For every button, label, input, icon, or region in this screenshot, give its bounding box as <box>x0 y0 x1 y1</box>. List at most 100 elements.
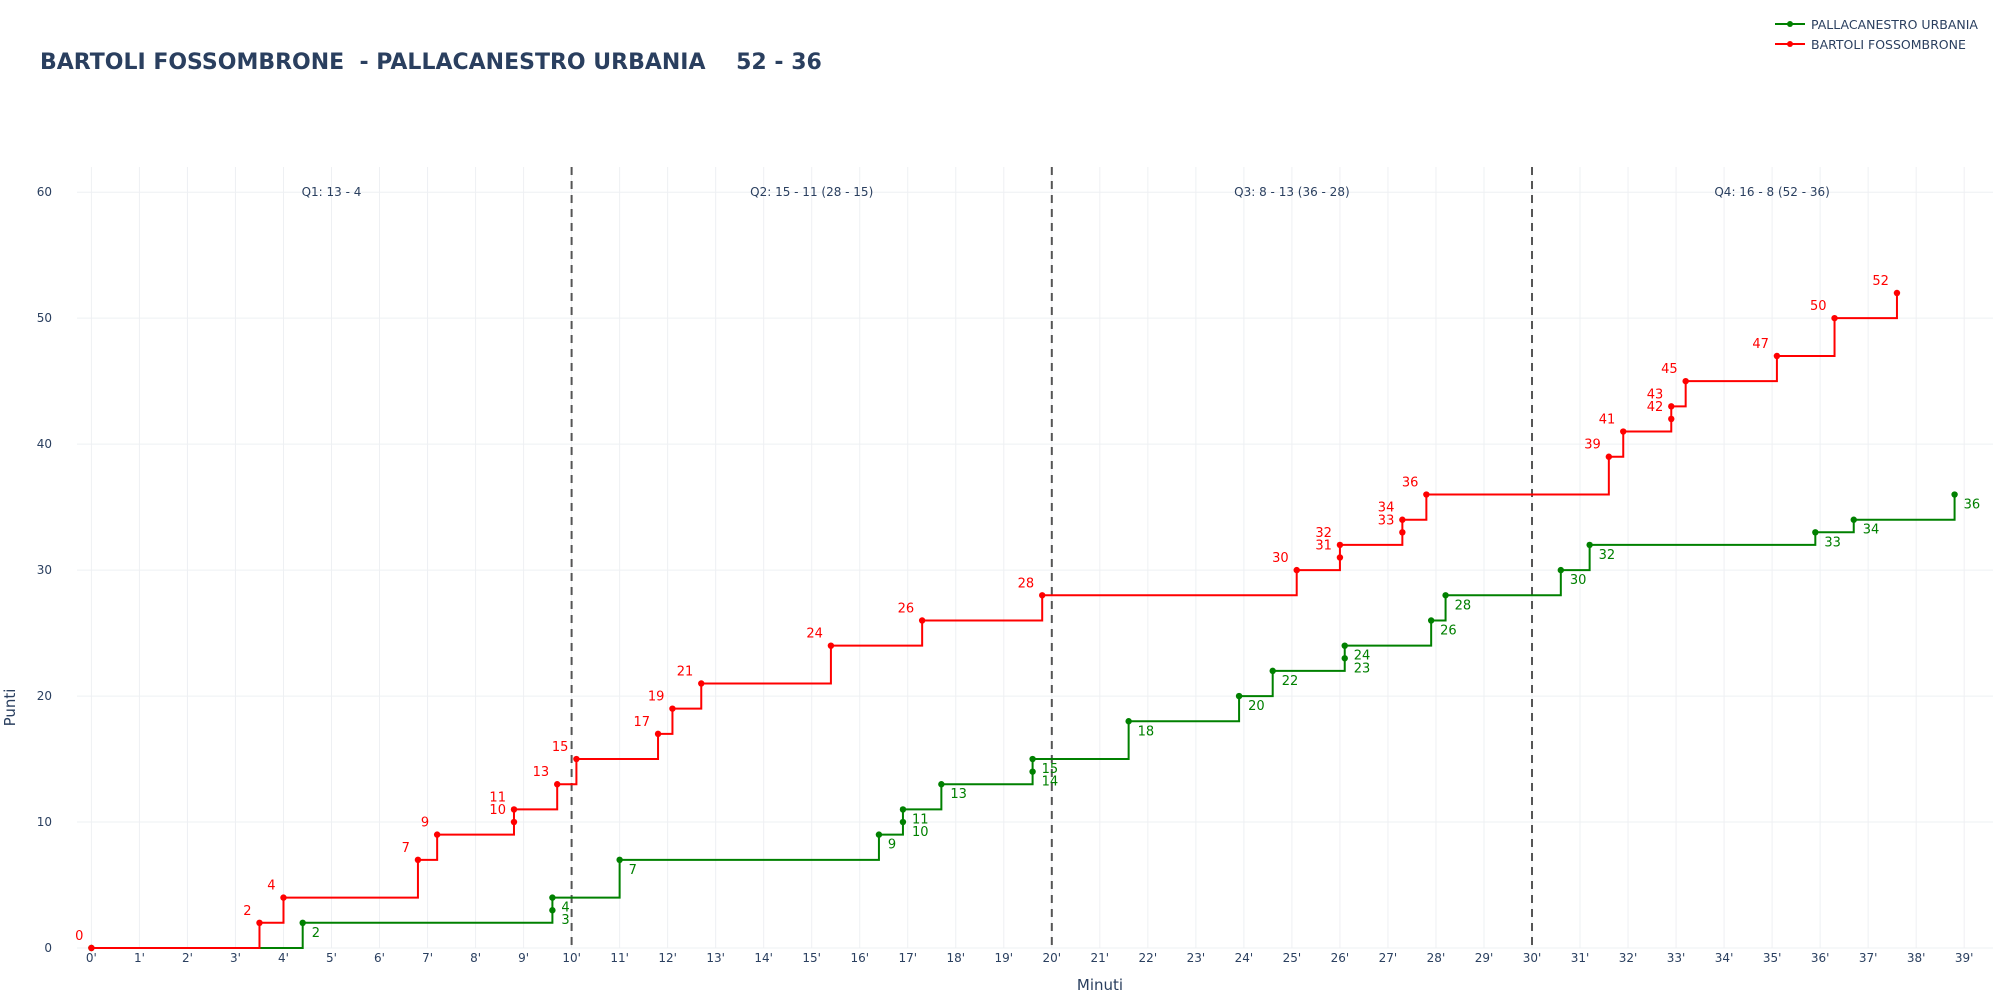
data-label: 10 <box>912 825 929 840</box>
data-point <box>1850 516 1857 523</box>
x-tick-label: 28' <box>1427 951 1446 965</box>
data-point <box>1029 755 1036 763</box>
x-tick-label: 9' <box>518 951 529 965</box>
data-label: 31 <box>1315 539 1332 554</box>
data-point <box>414 856 422 864</box>
legend[interactable]: PALLACANESTRO URBANIA BARTOLI FOSSOMBRON… <box>1775 14 1978 54</box>
data-point <box>1951 491 1958 498</box>
x-tick-label: 0' <box>86 951 97 965</box>
data-label: 15 <box>1042 762 1059 777</box>
x-tick-label: 3' <box>230 951 241 965</box>
y-tick-label: 40 <box>37 437 52 451</box>
x-tick-label: 13' <box>706 951 725 965</box>
data-label: 14 <box>1042 775 1059 790</box>
data-point <box>1831 314 1838 322</box>
data-point <box>827 642 835 649</box>
x-tick-label: 1' <box>134 951 145 965</box>
legend-swatch-fossombrone <box>1775 41 1805 47</box>
x-tick-label: 31' <box>1571 951 1590 965</box>
data-label: 17 <box>633 715 650 730</box>
data-label: 39 <box>1584 438 1601 453</box>
x-tick-label: 10' <box>562 951 581 965</box>
data-label: 0 <box>75 929 83 944</box>
x-tick-label: 23' <box>1187 951 1206 965</box>
x-tick-label: 14' <box>754 951 773 965</box>
data-point <box>554 781 561 788</box>
data-point <box>1341 655 1348 662</box>
y-tick-label: 20 <box>37 689 52 703</box>
annotation-layer: Q1: 13 - 4 Q2: 15 - 11 (28 - 15) Q3: 8 - 1… <box>302 185 1830 199</box>
data-point <box>899 818 907 826</box>
data-point <box>698 680 705 687</box>
data-point <box>1682 377 1689 385</box>
x-tick-label: 7' <box>422 951 433 965</box>
data-point <box>1620 428 1627 435</box>
x-tick-label: 20' <box>1043 951 1062 965</box>
x-tick-label: 18' <box>946 951 965 965</box>
data-point <box>899 806 907 813</box>
data-point <box>510 806 518 813</box>
x-tick-label: 37' <box>1859 951 1878 965</box>
data-label: 2 <box>312 926 320 941</box>
data-point <box>616 856 623 864</box>
data-point <box>1235 692 1243 700</box>
data-label: 28 <box>1455 598 1472 613</box>
y-tick-label: 50 <box>37 311 52 325</box>
series-layer: 2347910111314151820222324262830323334360… <box>75 274 1980 952</box>
quarter-score-annotation: Q3: 8 - 13 (36 - 28) <box>1234 185 1349 199</box>
x-tick-label: 30' <box>1523 951 1542 965</box>
data-label: 9 <box>421 816 429 831</box>
data-point <box>1399 529 1406 536</box>
data-label: 23 <box>1354 661 1371 676</box>
x-tick-label: 6' <box>374 951 385 965</box>
legend-item-fossombrone[interactable]: BARTOLI FOSSOMBRONE <box>1775 34 1978 54</box>
y-tick-label: 10 <box>37 815 52 829</box>
data-label: 43 <box>1647 387 1664 402</box>
data-point <box>654 730 662 738</box>
x-tick-label: 2' <box>182 951 193 965</box>
x-tick-label: 38' <box>1907 951 1926 965</box>
data-point <box>88 944 95 952</box>
x-tick-label: 39' <box>1955 951 1974 965</box>
data-label: 24 <box>806 627 823 642</box>
legend-item-urbania[interactable]: PALLACANESTRO URBANIA <box>1775 14 1978 34</box>
x-tick-label: 12' <box>658 951 677 965</box>
axis-layer: 0' 1' 2' 3' 4' 5' 6' 7' 8' 9' 10' 11' 12' 13' 14' 15' 16… <box>1 185 1973 994</box>
x-tick-label: 5' <box>326 951 337 965</box>
data-label: 36 <box>1402 476 1419 491</box>
data-label: 45 <box>1661 362 1678 377</box>
data-point <box>1668 415 1675 423</box>
x-tick-label: 24' <box>1235 951 1254 965</box>
data-point <box>1399 516 1406 523</box>
data-label: 50 <box>1810 299 1827 314</box>
series-step-line <box>91 494 1956 949</box>
x-tick-label: 17' <box>898 951 917 965</box>
data-label: 4 <box>267 879 275 894</box>
y-tick-label: 60 <box>37 185 52 199</box>
data-label: 18 <box>1138 724 1155 739</box>
data-point <box>1336 554 1344 561</box>
data-point <box>433 831 441 838</box>
data-point <box>918 617 926 624</box>
data-label: 28 <box>1018 576 1035 591</box>
data-label: 32 <box>1315 526 1332 541</box>
series-fossombrone: 0247910111315171921242628303132333436394… <box>75 274 1901 952</box>
data-point <box>573 755 580 763</box>
data-point <box>1293 566 1300 574</box>
data-point <box>549 907 556 914</box>
x-tick-label: 33' <box>1667 951 1686 965</box>
x-tick-label: 29' <box>1475 951 1494 965</box>
data-label: 13 <box>533 765 550 780</box>
data-label: 20 <box>1248 699 1265 714</box>
data-label: 21 <box>677 664 694 679</box>
data-label: 22 <box>1282 674 1299 689</box>
x-axis-title: Minuti <box>1077 976 1123 994</box>
x-tick-label: 26' <box>1331 951 1350 965</box>
y-axis-title: Punti <box>1 689 19 727</box>
data-point <box>1668 403 1675 410</box>
data-label: 52 <box>1872 274 1889 289</box>
data-label: 34 <box>1863 523 1880 538</box>
data-label: 2 <box>243 904 251 919</box>
grid-layer <box>77 167 1993 949</box>
